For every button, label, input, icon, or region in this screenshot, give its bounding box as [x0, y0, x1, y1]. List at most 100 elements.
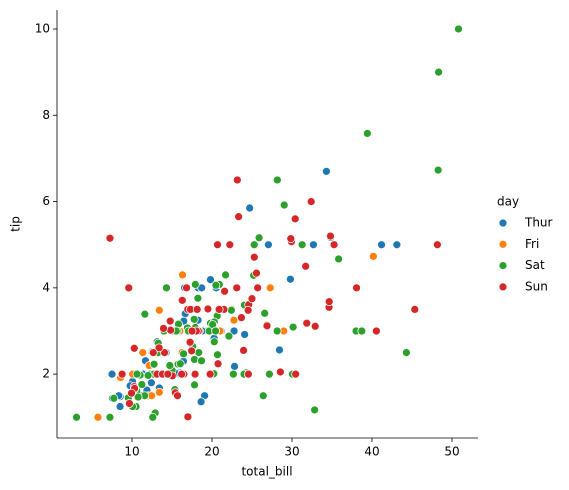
point: [362, 129, 372, 138]
point: [190, 369, 200, 379]
point: [252, 268, 261, 278]
point: [125, 399, 134, 408]
x-tick-label: 40: [364, 445, 379, 459]
point: [149, 359, 159, 369]
legend-label: Sun: [525, 279, 548, 293]
point: [175, 359, 185, 369]
point: [334, 254, 344, 264]
point: [129, 343, 139, 353]
point: [377, 240, 386, 250]
y-axis-label: tip: [9, 216, 23, 232]
point: [229, 326, 239, 336]
x-axis-label: total_bill: [241, 465, 292, 479]
point: [209, 337, 219, 347]
y-tick-label: 10: [35, 21, 50, 35]
point: [192, 305, 202, 314]
point: [324, 297, 334, 307]
point: [193, 293, 203, 303]
point: [265, 369, 274, 379]
point: [402, 348, 411, 357]
point: [138, 348, 148, 357]
point: [178, 270, 187, 280]
point: [211, 326, 220, 336]
point: [133, 392, 143, 402]
point: [352, 283, 361, 293]
point: [265, 283, 275, 293]
point: [310, 405, 319, 415]
point: [124, 283, 134, 293]
point: [137, 380, 147, 389]
point: [306, 197, 316, 206]
legend-marker: [498, 239, 508, 249]
point: [187, 326, 197, 336]
point: [244, 369, 253, 379]
point: [214, 305, 224, 314]
point: [286, 234, 296, 244]
y-tick-label: 4: [42, 280, 50, 294]
x-tick-label: 30: [284, 445, 299, 459]
point: [368, 251, 378, 261]
point: [297, 240, 307, 250]
point: [182, 283, 191, 293]
point: [189, 314, 199, 324]
point: [105, 233, 115, 243]
point: [232, 175, 242, 185]
point: [432, 240, 442, 250]
x-tick-label: 10: [124, 445, 139, 459]
point: [226, 305, 236, 315]
y-tick-label: 6: [42, 194, 50, 208]
point: [211, 280, 221, 290]
point: [357, 326, 367, 336]
point: [272, 175, 282, 185]
point: [220, 286, 229, 296]
point: [288, 322, 298, 332]
point: [117, 369, 127, 379]
point: [372, 326, 381, 336]
point: [245, 203, 255, 213]
legend-label: Sat: [525, 258, 545, 272]
point: [454, 24, 463, 34]
point: [275, 345, 284, 355]
point: [177, 369, 187, 379]
point: [410, 305, 420, 314]
point: [197, 356, 206, 366]
point: [258, 391, 268, 401]
y-tick-label: 2: [42, 367, 50, 381]
point: [154, 387, 164, 397]
point: [159, 324, 168, 333]
x-tick-label: 50: [444, 445, 459, 459]
point: [276, 367, 285, 377]
legend-title: day: [497, 195, 519, 209]
point: [322, 166, 331, 176]
y-tick-label: 8: [42, 108, 50, 122]
point: [173, 391, 182, 401]
point: [310, 321, 320, 331]
point: [230, 362, 239, 371]
point: [93, 412, 103, 422]
point: [185, 337, 195, 347]
point: [143, 371, 153, 380]
point: [72, 412, 81, 422]
point: [290, 214, 300, 224]
point: [228, 369, 238, 379]
point: [196, 397, 206, 407]
point: [434, 67, 444, 77]
point: [237, 313, 246, 322]
point: [160, 348, 169, 357]
point: [239, 346, 248, 355]
point: [243, 305, 253, 315]
point: [154, 305, 164, 315]
point: [183, 412, 193, 422]
legend-marker: [498, 218, 508, 228]
point: [302, 318, 312, 328]
point: [213, 240, 222, 250]
point: [260, 308, 270, 318]
point: [221, 270, 230, 280]
point: [229, 315, 239, 325]
point: [154, 343, 164, 353]
point: [109, 393, 119, 403]
point: [213, 350, 222, 360]
point: [203, 304, 213, 314]
point: [162, 283, 171, 293]
